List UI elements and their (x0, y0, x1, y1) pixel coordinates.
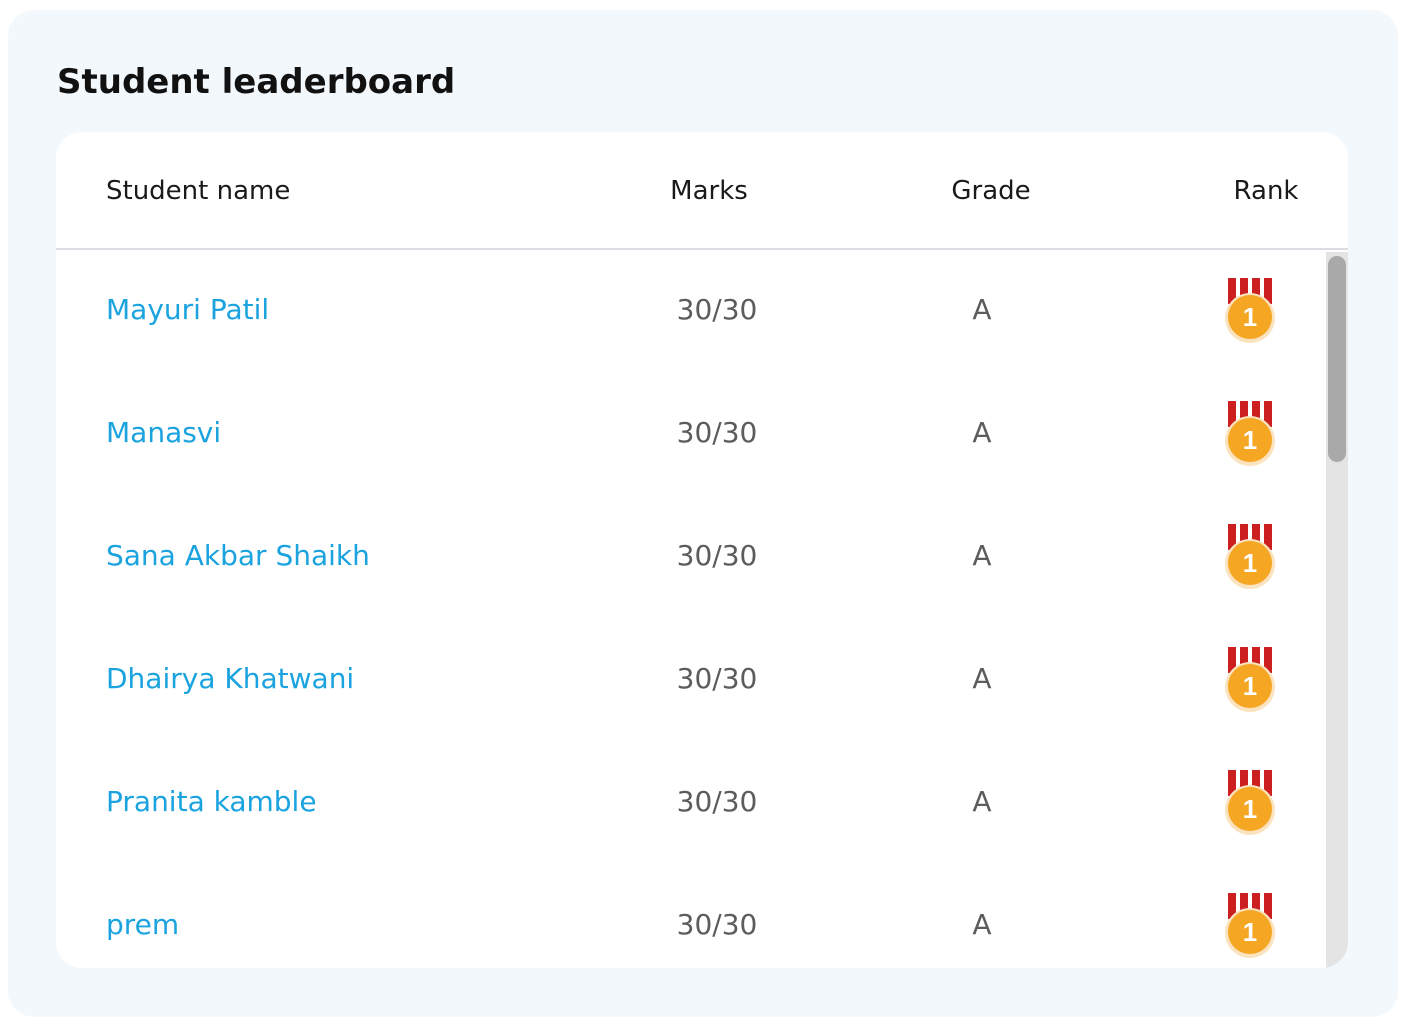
student-name-link[interactable]: Manasvi (106, 416, 222, 449)
student-name-link[interactable]: prem (106, 908, 180, 941)
column-header-marks: Marks (670, 176, 748, 206)
grade-value: A (972, 908, 992, 941)
rank-number: 1 (1243, 425, 1257, 455)
medal-icon: 1 (1222, 770, 1278, 836)
table-row: prem 30/30 A 1 (56, 865, 1324, 968)
medal-icon: 1 (1222, 401, 1278, 467)
column-header-rank: Rank (1233, 176, 1299, 206)
grade-value: A (972, 293, 992, 326)
leaderboard-panel: Student leaderboard Student name Marks G… (8, 10, 1398, 1017)
student-name-link[interactable]: Dhairya Khatwani (106, 662, 355, 695)
table-row: Pranita kamble 30/30 A 1 (56, 742, 1324, 865)
table-row: Dhairya Khatwani 30/30 A 1 (56, 619, 1324, 742)
leaderboard-table: Student name Marks Grade Rank Mayuri Pat… (56, 132, 1348, 968)
marks-value: 30/30 (676, 416, 758, 449)
rank-number: 1 (1243, 302, 1257, 332)
medal-icon: 1 (1222, 278, 1278, 344)
student-name-link[interactable]: Pranita kamble (106, 785, 317, 818)
marks-value: 30/30 (676, 908, 758, 941)
table-body[interactable]: Mayuri Patil 30/30 A 1 (56, 250, 1348, 968)
medal-icon: 1 (1222, 524, 1278, 590)
student-name-link[interactable]: Sana Akbar Shaikh (106, 539, 370, 572)
student-name-link[interactable]: Mayuri Patil (106, 293, 270, 326)
table-row: Sana Akbar Shaikh 30/30 A 1 (56, 496, 1324, 619)
vertical-scrollbar[interactable] (1326, 252, 1348, 968)
marks-value: 30/30 (676, 662, 758, 695)
rank-number: 1 (1243, 794, 1257, 824)
column-header-student-name: Student name (106, 176, 291, 206)
scrollbar-thumb[interactable] (1328, 256, 1346, 462)
grade-value: A (972, 662, 992, 695)
marks-value: 30/30 (676, 293, 758, 326)
grade-value: A (972, 539, 992, 572)
marks-value: 30/30 (676, 539, 758, 572)
rank-number: 1 (1243, 548, 1257, 578)
marks-value: 30/30 (676, 785, 758, 818)
grade-value: A (972, 785, 992, 818)
table-row: Manasvi 30/30 A 1 (56, 373, 1324, 496)
column-header-grade: Grade (951, 176, 1031, 206)
table-header: Student name Marks Grade Rank (56, 132, 1348, 250)
grade-value: A (972, 416, 992, 449)
table-row: Mayuri Patil 30/30 A 1 (56, 250, 1324, 373)
rank-number: 1 (1243, 671, 1257, 701)
page-title: Student leaderboard (57, 62, 456, 102)
medal-icon: 1 (1222, 647, 1278, 713)
rank-number: 1 (1243, 917, 1257, 947)
medal-icon: 1 (1222, 893, 1278, 959)
